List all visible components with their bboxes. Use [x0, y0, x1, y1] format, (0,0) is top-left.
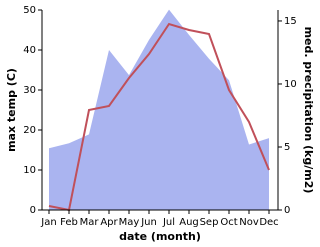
x-tick-label: Jun: [140, 217, 157, 228]
y-tick-label: 50: [23, 5, 36, 16]
axes-frame: [41, 10, 279, 211]
x-tick-label: Feb: [60, 217, 78, 228]
x-tick-label: Jul: [162, 217, 175, 228]
x-tick-label: May: [119, 217, 140, 228]
y2-tick-label: 15: [284, 16, 297, 27]
precipitation-area: [49, 9, 269, 210]
y2-tick-label: 5: [284, 142, 290, 153]
x-tick-label: Aug: [179, 217, 199, 228]
x-tick-label: Dec: [259, 217, 278, 228]
y-tick-label: 0: [30, 205, 36, 216]
y2-axis-label: med. precipitation (kg/m2): [302, 27, 315, 194]
y-tick-label: 10: [23, 165, 36, 176]
x-tick-label: Apr: [100, 217, 118, 228]
x-axis-label: date (month): [119, 230, 201, 243]
x-tick-label: Oct: [220, 217, 237, 228]
x-tick-label: Sep: [200, 217, 219, 228]
x-tick-label: Nov: [239, 217, 259, 228]
y2-tick-label: 0: [284, 205, 290, 216]
y-tick-label: 40: [23, 45, 36, 56]
temperature-line: [48, 22, 270, 212]
y-tick-label: 20: [23, 125, 36, 136]
x-tick-label: Mar: [80, 217, 100, 228]
y2-tick-label: 10: [284, 79, 297, 90]
y-axis-label: max temp (C): [5, 68, 18, 152]
x-tick-label: Jan: [40, 217, 56, 228]
y-tick-label: 30: [23, 85, 36, 96]
